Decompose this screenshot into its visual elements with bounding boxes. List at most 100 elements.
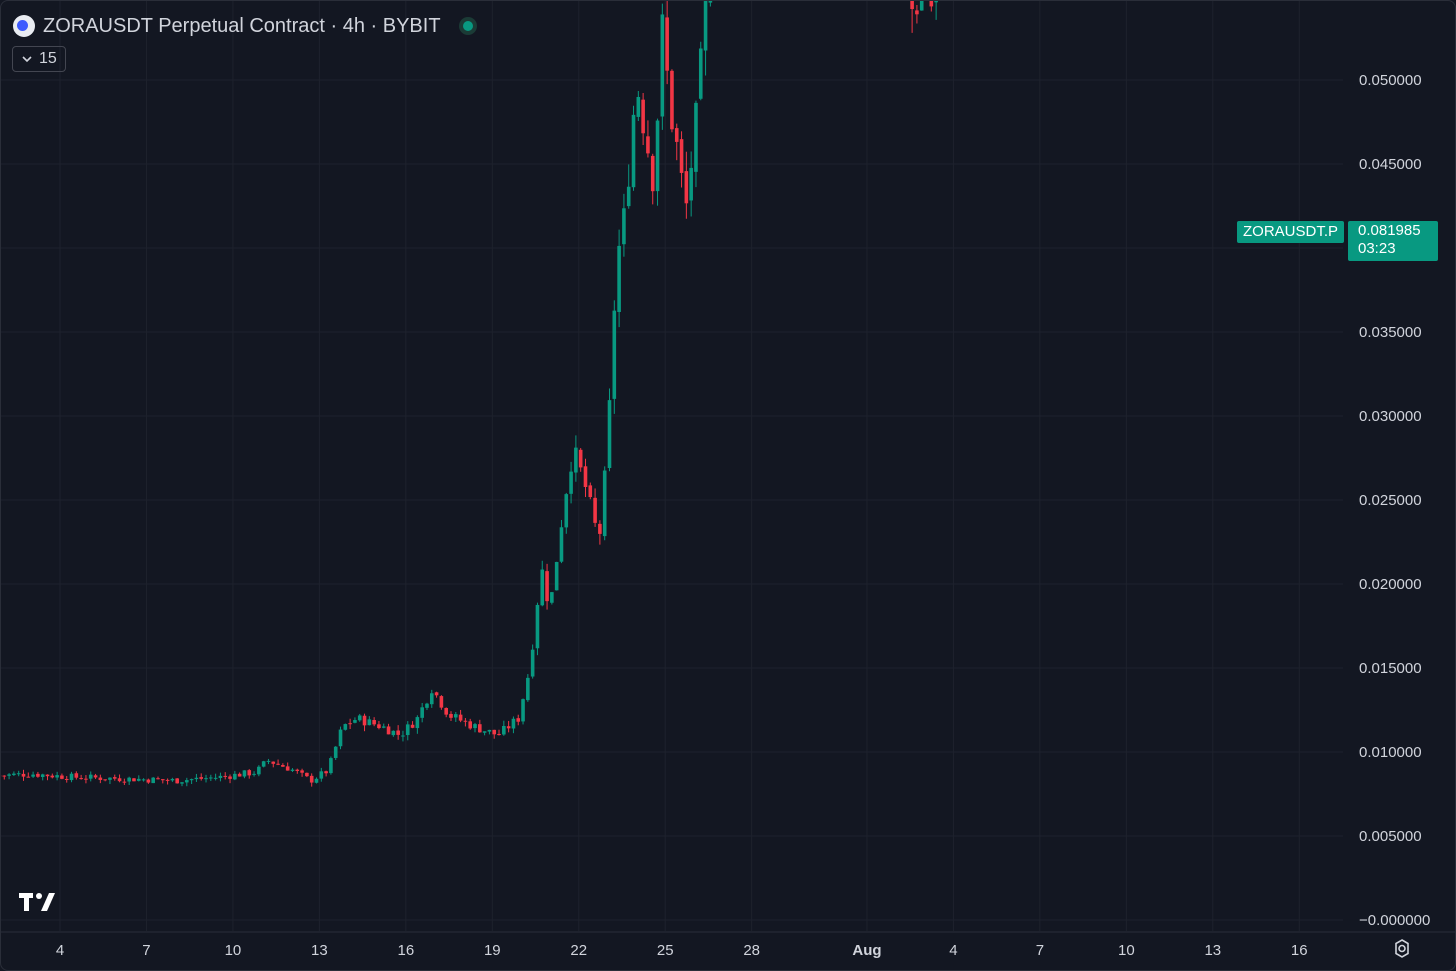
candle-body <box>199 777 204 779</box>
candle-body <box>204 778 208 780</box>
candle-body <box>242 770 247 777</box>
candle-body <box>281 765 285 767</box>
candle-body <box>132 778 136 782</box>
candle-body <box>146 779 151 783</box>
x-tick-label: 22 <box>570 942 587 959</box>
candle-body <box>223 775 228 777</box>
candle-body <box>919 1 924 11</box>
candle-body <box>74 773 79 778</box>
candle-body <box>444 707 448 715</box>
candle-body <box>305 772 309 777</box>
gear-icon[interactable] <box>1391 938 1413 960</box>
candle-body <box>357 715 362 721</box>
symbol-price-label: ZORAUSDT.P <box>1237 221 1345 243</box>
candle-body <box>21 773 26 777</box>
candle-body <box>405 724 410 736</box>
candle-body <box>7 774 11 776</box>
candle-body <box>506 726 511 729</box>
y-tick-label: −0.000000 <box>1359 912 1430 929</box>
x-tick-label: 16 <box>1291 942 1308 959</box>
candle-body <box>290 769 295 771</box>
candle-body <box>257 766 261 775</box>
candle-body <box>343 724 348 730</box>
candle-body <box>660 14 665 117</box>
candle-body <box>170 778 175 781</box>
candle-body <box>602 470 607 537</box>
candle-body <box>122 781 127 783</box>
tradingview-logo-icon[interactable] <box>19 891 57 920</box>
candle-body <box>473 724 477 729</box>
y-tick-label: 0.055000 <box>1359 1 1422 5</box>
candle-body <box>420 707 424 718</box>
candle-body <box>449 713 453 718</box>
indicators-toggle-button[interactable]: 15 <box>12 46 66 72</box>
candle-body <box>247 770 252 776</box>
candle-body <box>631 114 636 188</box>
candle-body <box>2 775 7 777</box>
candle-body <box>12 773 16 775</box>
candle-body <box>175 778 180 784</box>
y-tick-label: 0.050000 <box>1359 72 1422 89</box>
candle-body <box>559 527 564 562</box>
candle-body <box>655 120 660 192</box>
market-open-dot-icon <box>462 21 473 31</box>
candle-body <box>588 485 593 498</box>
candle-body <box>401 735 405 737</box>
candle-body <box>103 779 107 781</box>
candle-body <box>329 758 333 774</box>
candle-body <box>69 773 74 781</box>
x-tick-label: 7 <box>1036 942 1044 959</box>
candle-body <box>271 761 276 764</box>
candle-body <box>679 139 684 173</box>
candle-body <box>117 778 122 782</box>
candle-body <box>636 96 641 117</box>
candle-body <box>218 775 223 779</box>
x-tick-label: 10 <box>1118 942 1135 959</box>
bar-countdown: 03:23 <box>1358 240 1396 257</box>
candle-body <box>554 561 559 591</box>
candle-body <box>180 782 184 784</box>
candle-body <box>88 774 93 779</box>
last-price-value: 0.081985 <box>1358 222 1421 239</box>
candle-body <box>670 70 674 130</box>
candle-body <box>141 779 146 781</box>
candle-body <box>391 730 396 736</box>
y-tick-label: 0.045000 <box>1359 156 1422 173</box>
candle-body <box>189 779 194 781</box>
candle-body <box>324 771 328 774</box>
candle-body <box>309 775 314 783</box>
x-tick-label: 4 <box>56 942 64 959</box>
candle-body <box>934 1 938 3</box>
candle-body <box>93 775 98 778</box>
candle-body <box>362 715 367 726</box>
candle-body <box>386 726 391 735</box>
candle-body <box>665 17 669 71</box>
candle-body <box>98 777 103 780</box>
candle-body <box>622 208 626 245</box>
candle-body <box>482 731 487 733</box>
candle-body <box>526 677 530 701</box>
candle-body <box>381 726 386 728</box>
candle-body <box>458 714 463 721</box>
x-tick-label: 4 <box>949 942 957 959</box>
candle-body <box>607 400 612 469</box>
candle-body <box>478 724 482 733</box>
candle-body <box>641 99 645 134</box>
candle-body <box>583 466 588 488</box>
candle-body <box>540 569 545 606</box>
candle-body <box>516 718 521 722</box>
candle-body <box>396 730 400 735</box>
candle-body <box>564 494 569 528</box>
candle-body <box>40 774 45 778</box>
candle-body <box>237 773 242 777</box>
candle-body <box>261 761 266 767</box>
candle-body <box>434 692 439 696</box>
candle-body <box>252 773 256 775</box>
x-tick-label: 19 <box>484 942 501 959</box>
candle-body <box>26 776 31 778</box>
candle-body <box>50 775 55 778</box>
candle-body <box>45 774 50 777</box>
candle-body <box>502 725 506 735</box>
